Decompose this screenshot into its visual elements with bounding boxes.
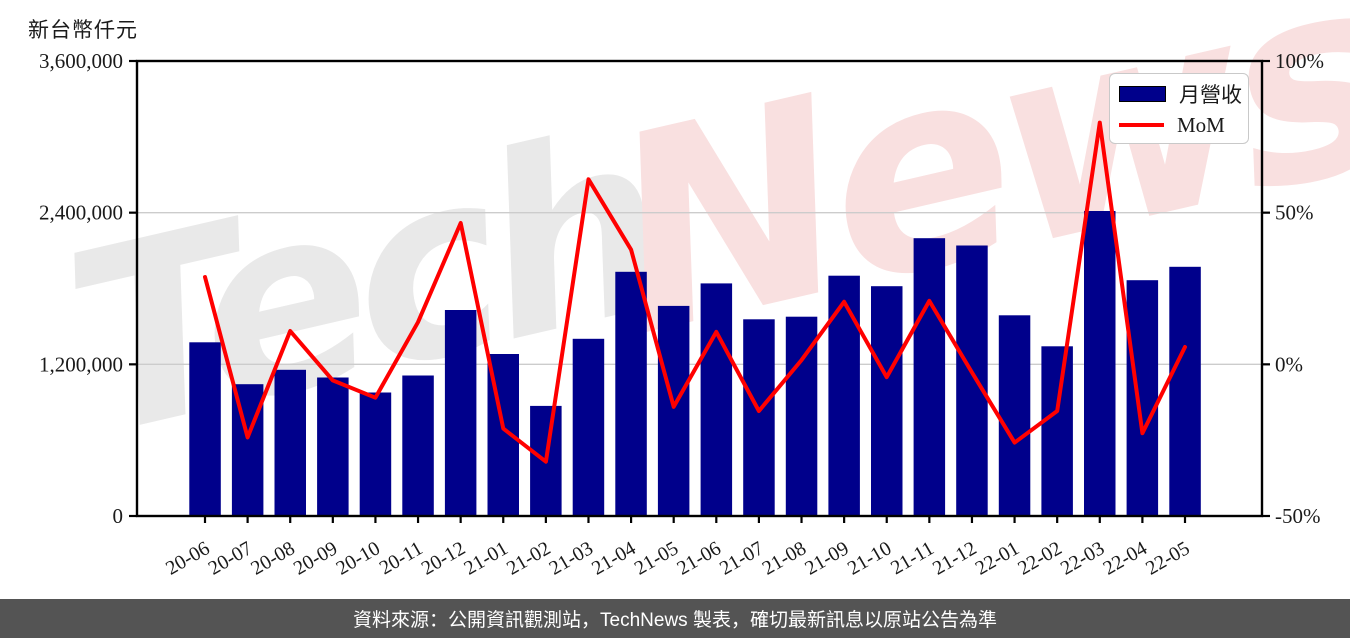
revenue-bar <box>871 286 903 516</box>
x-axis-tick-label: 21-07 <box>716 537 767 579</box>
right-axis-tick-label: 50% <box>1275 201 1314 225</box>
mom-line-swatch-icon <box>1119 123 1164 128</box>
x-axis-tick-label: 22-01 <box>972 537 1023 579</box>
revenue-bar <box>828 275 860 516</box>
revenue-bar <box>402 375 434 516</box>
revenue-bar-swatch-icon <box>1119 86 1166 103</box>
x-axis-tick-label: 21-08 <box>759 537 810 579</box>
y-axis-unit-label: 新台幣仟元 <box>28 18 138 42</box>
chart-legend: 月營收 MoM <box>1109 73 1249 144</box>
right-axis-tick-label: -50% <box>1275 504 1321 528</box>
x-axis-tick-label: 20-06 <box>162 537 213 579</box>
revenue-bar <box>1084 211 1116 516</box>
plot-border <box>135 59 1264 518</box>
right-axis-tick-label: 100% <box>1275 49 1324 73</box>
x-axis-tick-label: 21-01 <box>460 537 511 579</box>
x-axis-tick-label: 21-04 <box>588 537 639 579</box>
revenue-bar <box>317 377 349 516</box>
revenue-bar <box>913 238 946 516</box>
x-axis-tick-label: 21-02 <box>503 537 554 579</box>
x-axis-tick-label: 20-08 <box>247 537 298 579</box>
x-axis-tick-label: 22-04 <box>1099 537 1150 579</box>
revenue-bar <box>743 319 775 516</box>
x-axis-tick-label: 21-09 <box>801 537 852 579</box>
left-axis-tick-label: 3,600,000 <box>39 49 123 73</box>
legend-item-revenue: 月營收 <box>1110 79 1248 109</box>
x-axis-tick-label: 22-02 <box>1014 537 1065 579</box>
bar-line-chart: 0 1,200,000 2,400,000 3,600,000 -50% 0% 50% 100… <box>39 49 1324 580</box>
revenue-bar <box>1126 280 1159 516</box>
left-axis-tick-label: 2,400,000 <box>39 201 123 225</box>
revenue-bar <box>189 342 221 516</box>
x-axis-tick-label: 20-12 <box>418 537 469 579</box>
legend-revenue-label: 月營收 <box>1179 83 1242 108</box>
x-axis-tick-label: 21-12 <box>929 537 980 579</box>
x-axis-tick-label: 22-03 <box>1057 537 1108 579</box>
revenue-bar <box>1041 346 1073 516</box>
source-footer-bar: 資料來源：公開資訊觀測站，TechNews 製表，確切最新訊息以原站公告為準 <box>0 599 1350 638</box>
left-axis-tick-label: 1,200,000 <box>39 352 123 376</box>
legend-mom-label: MoM <box>1177 112 1225 137</box>
revenue-bar <box>444 310 477 516</box>
revenue-bar <box>998 315 1031 516</box>
x-axis-tick-label: 20-11 <box>376 537 427 579</box>
legend-item-mom: MoM <box>1110 113 1248 138</box>
revenue-bar <box>615 271 647 516</box>
revenue-bar <box>657 305 690 516</box>
mom-line <box>203 120 1187 464</box>
revenue-bar <box>231 384 264 516</box>
x-axis-tick-label: 21-03 <box>546 537 597 579</box>
x-axis-tick-label: 20-09 <box>290 537 341 579</box>
x-axis-tick-label: 20-10 <box>333 537 384 579</box>
x-axis-tick-label: 20-07 <box>205 537 256 579</box>
x-axis-tick-label: 21-06 <box>673 537 724 579</box>
left-axis-tick-label: 0 <box>113 504 124 528</box>
x-axis-tick-label: 21-11 <box>887 537 938 579</box>
x-axis-tick-label: 21-05 <box>631 537 682 579</box>
revenue-bar <box>785 316 818 516</box>
x-axis-tick-label: 22-05 <box>1142 537 1193 579</box>
revenue-bar <box>956 245 988 516</box>
source-footer-text: 資料來源：公開資訊觀測站，TechNews 製表，確切最新訊息以原站公告為準 <box>353 610 997 631</box>
revenue-bar <box>1169 266 1201 516</box>
revenue-bar <box>274 369 306 516</box>
x-axis-tick-label: 21-10 <box>844 537 895 579</box>
revenue-bar <box>359 392 392 516</box>
revenue-bar <box>572 338 605 516</box>
right-axis-tick-label: 0% <box>1275 352 1303 376</box>
revenue-bar <box>700 283 733 516</box>
